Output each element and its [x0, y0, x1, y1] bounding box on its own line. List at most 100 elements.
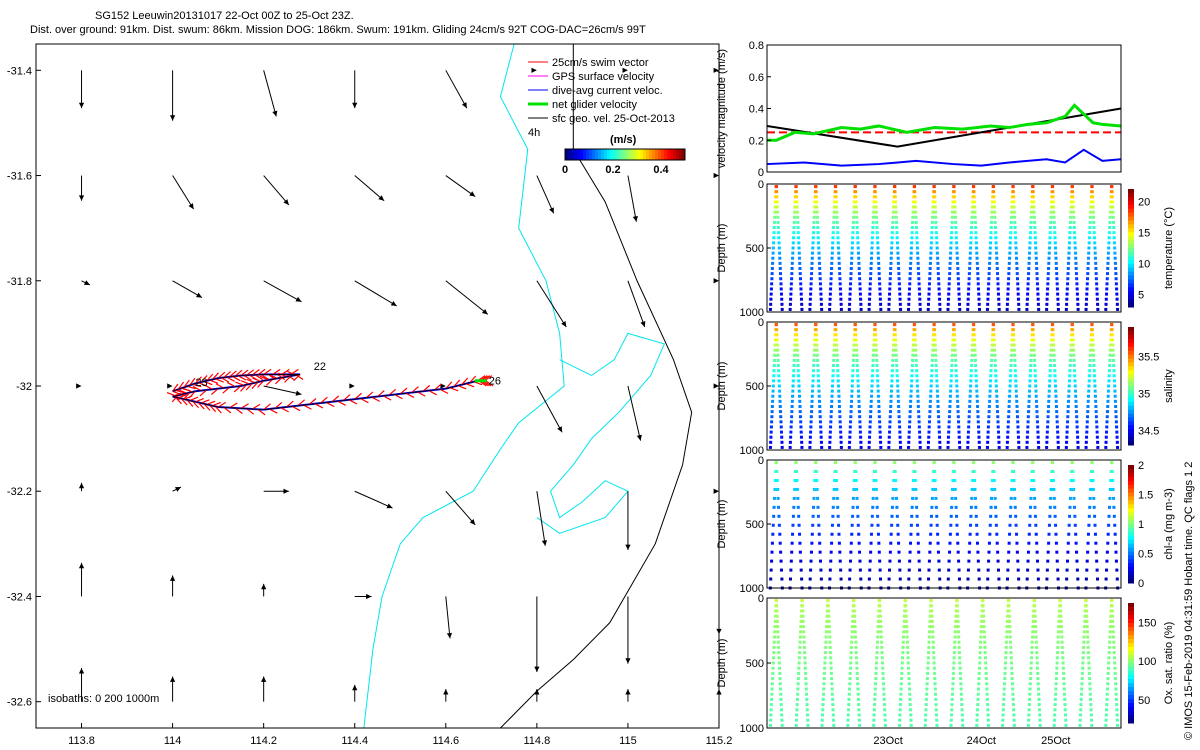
- profile-point: [992, 470, 996, 474]
- geo-vector: [263, 175, 290, 206]
- profile-point: [1037, 445, 1041, 449]
- x-tick-label: 114.6: [432, 735, 459, 747]
- profile-point: [896, 389, 900, 393]
- profile-point: [791, 379, 795, 383]
- profile-point: [852, 215, 856, 219]
- x-tick-label: 114.4: [341, 735, 368, 747]
- profile-point: [1074, 541, 1078, 545]
- profile-point: [805, 703, 809, 707]
- profile-point: [829, 671, 833, 675]
- profile-point: [930, 364, 934, 368]
- track-label: 22: [314, 361, 326, 373]
- profile-point: [1059, 619, 1063, 623]
- profile-point: [1052, 348, 1056, 352]
- profile-point: [803, 661, 807, 665]
- profile-point: [1084, 599, 1088, 603]
- profile-point: [771, 389, 775, 393]
- profile-point: [1094, 266, 1098, 270]
- profile-point: [1007, 415, 1011, 419]
- profile-point: [809, 550, 813, 554]
- profile-point: [1085, 614, 1089, 618]
- profile-point: [1053, 364, 1057, 368]
- profile-point: [883, 713, 887, 717]
- profile-point: [796, 215, 800, 219]
- profile-point: [813, 338, 817, 342]
- profile-point: [876, 251, 880, 255]
- profile-point: [1005, 307, 1009, 311]
- profile-point: [797, 251, 801, 255]
- colorbar-cell: [1128, 405, 1134, 411]
- profile-point: [972, 185, 976, 189]
- profile-point: [828, 307, 832, 311]
- profile-point: [769, 703, 773, 707]
- profile-point: [897, 550, 901, 554]
- profile-point: [797, 671, 801, 675]
- profile-point: [1112, 369, 1116, 373]
- profile-point: [836, 374, 840, 378]
- profile-point: [928, 619, 932, 623]
- profile-point: [972, 190, 976, 194]
- profile-point: [1035, 550, 1039, 554]
- profile-point: [910, 236, 914, 240]
- swim-vector: [411, 386, 419, 394]
- profile-point: [778, 532, 782, 536]
- profile-point: [830, 692, 834, 696]
- profile-point: [1083, 614, 1087, 618]
- profile-point: [955, 241, 959, 245]
- profile-point: [1047, 266, 1051, 270]
- swim-vector: [234, 407, 243, 415]
- profile-point: [768, 445, 772, 449]
- profile-point: [1116, 723, 1120, 727]
- profile-point: [798, 277, 802, 281]
- profile-point: [994, 384, 998, 388]
- profile-point: [1094, 550, 1098, 554]
- profile-point: [969, 241, 973, 245]
- profile-point: [780, 302, 784, 306]
- profile-point: [1051, 461, 1055, 465]
- profile-point: [893, 461, 897, 465]
- profile-point: [993, 210, 997, 214]
- profile-point: [858, 420, 862, 424]
- profile-point: [799, 435, 803, 439]
- profile-point: [1034, 251, 1038, 255]
- profile-point: [1013, 353, 1017, 357]
- profile-point: [972, 323, 976, 327]
- swim-vector: [293, 373, 301, 382]
- profile-point: [838, 559, 842, 563]
- profile-point: [1073, 523, 1077, 527]
- profile-point: [811, 379, 815, 383]
- profile-point: [1025, 435, 1029, 439]
- profile-point: [976, 550, 980, 554]
- profile-point: [955, 523, 959, 527]
- swim-vector: [195, 397, 204, 403]
- profile-point: [1116, 445, 1120, 449]
- profile-point: [890, 231, 894, 235]
- profile-point: [1034, 399, 1038, 403]
- geo-vector-head: [386, 503, 393, 509]
- profile-point: [1067, 241, 1071, 245]
- profile-point: [799, 292, 803, 296]
- colorbar-cell: [1128, 647, 1134, 652]
- geo-vector-head: [461, 102, 467, 109]
- geo-vector-head: [349, 383, 355, 389]
- profile-point: [776, 496, 780, 500]
- profile-point: [848, 568, 852, 572]
- profile-point: [1035, 651, 1039, 655]
- profile-point: [1033, 369, 1037, 373]
- profile-point: [772, 656, 776, 660]
- profile-point: [1095, 425, 1099, 429]
- profile-point: [1069, 478, 1073, 482]
- profile-point: [909, 384, 913, 388]
- profile-point: [1062, 682, 1066, 686]
- profile-point: [1038, 718, 1042, 722]
- profile-point: [1008, 246, 1012, 250]
- profile-point: [877, 415, 881, 419]
- profile-point: [995, 399, 999, 403]
- profile-point: [1015, 550, 1019, 554]
- colorbar-cell: [1128, 374, 1134, 379]
- profile-point: [994, 514, 998, 518]
- profile-point: [1113, 246, 1117, 250]
- profile-point: [890, 514, 894, 518]
- profile-point: [895, 226, 899, 230]
- profile-point: [1087, 379, 1091, 383]
